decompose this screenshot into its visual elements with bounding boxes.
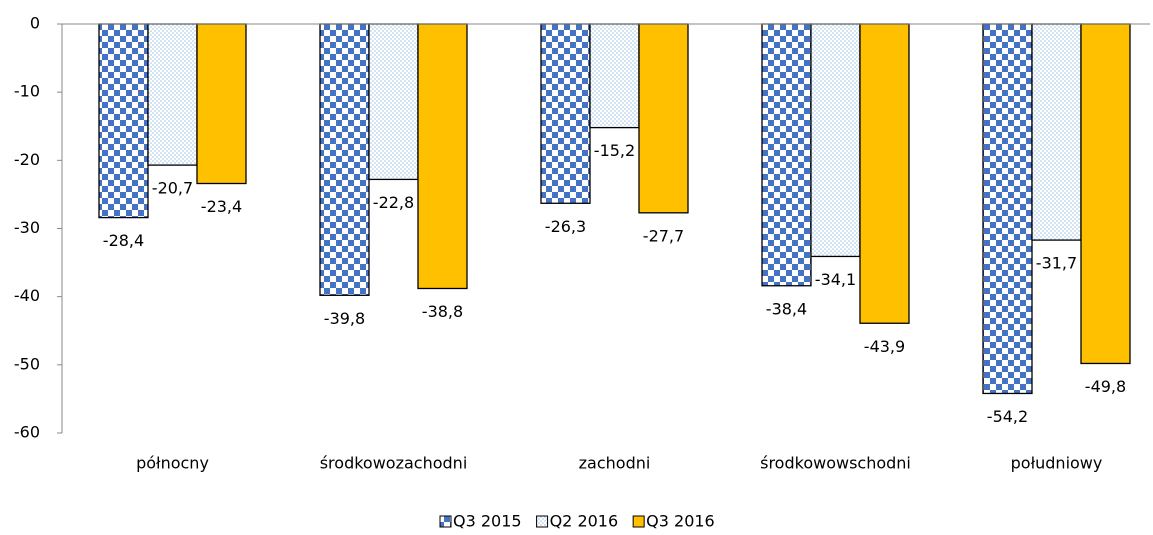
- x-tick-label: południowy: [1011, 454, 1103, 473]
- data-label: -27,7: [643, 226, 684, 245]
- data-label: -26,3: [545, 217, 586, 236]
- x-tick-label: środkowozachodni: [320, 454, 468, 473]
- bar: [98, 23, 149, 219]
- bar: [638, 23, 689, 214]
- bar: [589, 23, 640, 129]
- bar: [196, 23, 247, 185]
- legend-swatch: [439, 515, 452, 528]
- data-label: -54,2: [987, 407, 1028, 426]
- y-tick-label: -40: [14, 286, 40, 305]
- bar: [1031, 23, 1082, 241]
- data-label: -49,8: [1085, 377, 1126, 396]
- x-tick-label: północny: [136, 454, 209, 473]
- data-label: -20,7: [152, 179, 193, 198]
- data-label: -15,2: [594, 141, 635, 160]
- legend-swatch: [632, 515, 645, 528]
- bar: [319, 23, 370, 296]
- y-tick-label: -50: [14, 354, 40, 373]
- x-tick-label: zachodni: [579, 454, 651, 473]
- data-label: -31,7: [1036, 254, 1077, 273]
- data-label: -38,4: [766, 299, 807, 318]
- data-label: -22,8: [373, 193, 414, 212]
- y-tick-label: 0: [30, 14, 40, 33]
- legend-label: Q2 2016: [550, 512, 619, 531]
- x-tick-label: środkowowschodni: [760, 454, 911, 473]
- bar: [1080, 23, 1131, 365]
- bar: [417, 23, 468, 290]
- legend-swatch: [536, 515, 549, 528]
- bar: [540, 23, 591, 204]
- y-tick-label: -20: [14, 150, 40, 169]
- bar: [761, 23, 812, 287]
- data-label: -23,4: [201, 197, 242, 216]
- legend-label: Q3 2015: [453, 512, 522, 531]
- legend-label: Q3 2016: [646, 512, 715, 531]
- bar: [859, 23, 910, 324]
- data-label: -28,4: [103, 231, 144, 250]
- bar: [810, 23, 861, 258]
- bar: [982, 23, 1033, 395]
- y-tick-label: -30: [14, 218, 40, 237]
- data-label: -38,8: [422, 302, 463, 321]
- data-label: -43,9: [864, 337, 905, 356]
- data-label: -34,1: [815, 270, 856, 289]
- data-label: -39,8: [324, 309, 365, 328]
- bar: [368, 23, 419, 181]
- bar: [147, 23, 198, 166]
- y-tick-label: -10: [14, 82, 40, 101]
- y-tick-label: -60: [14, 423, 40, 442]
